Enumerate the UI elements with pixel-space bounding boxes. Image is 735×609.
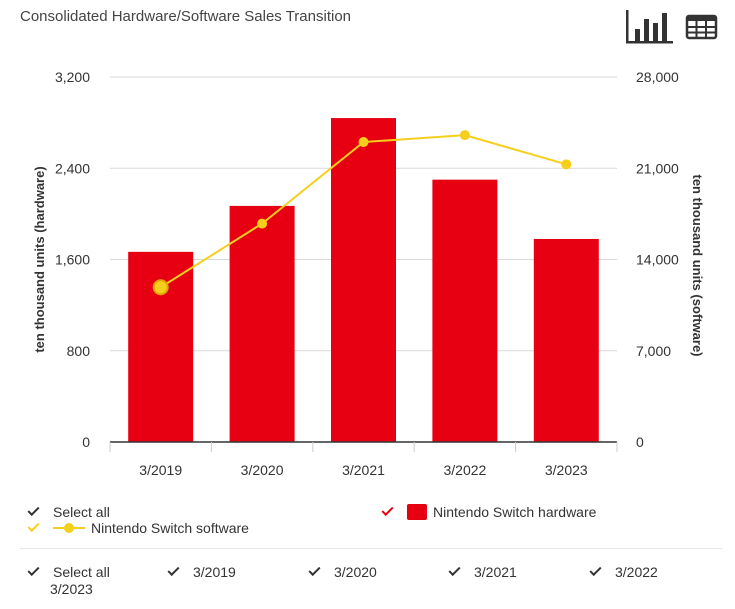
line-marker-icon <box>53 521 85 535</box>
chart-title: Consolidated Hardware/Software Sales Tra… <box>20 8 352 25</box>
filter-item-3-2021[interactable]: 3/2021 <box>448 563 517 580</box>
y2-tick-label: 21,000 <box>636 160 679 176</box>
filter-item-label: 3/2021 <box>474 564 517 580</box>
check-icon <box>27 563 40 577</box>
chart-view-button[interactable] <box>624 8 674 46</box>
filter-item-label: 3/2019 <box>193 564 236 580</box>
check-icon <box>27 503 40 517</box>
y2-tick-label: 14,000 <box>636 252 679 268</box>
bar-hardware <box>432 179 498 442</box>
check-icon <box>448 563 461 577</box>
filter-item-label: 3/2023 <box>50 581 93 597</box>
x-tick-label: 3/2020 <box>241 462 284 478</box>
bar-swatch-icon <box>407 504 427 520</box>
check-icon <box>167 563 180 577</box>
check-icon <box>308 563 321 577</box>
filter-item-label: 3/2020 <box>334 564 377 580</box>
legend-software-label: Nintendo Switch software <box>91 520 249 536</box>
point-software <box>561 159 572 170</box>
filter-item-3-2020[interactable]: 3/2020 <box>308 563 377 580</box>
point-software <box>459 130 470 141</box>
point-software <box>257 218 268 229</box>
check-icon <box>381 503 394 517</box>
bar-hardware <box>331 118 396 442</box>
legend-item-software[interactable]: Nintendo Switch software <box>27 519 249 536</box>
check-icon <box>589 563 602 577</box>
x-tick-label: 3/2023 <box>545 462 588 478</box>
y-tick-label: 1,600 <box>55 252 90 268</box>
y-tick-label: 800 <box>67 343 91 359</box>
bar-hardware <box>533 238 599 442</box>
y2-axis-title: ten thousand units (software) <box>690 175 705 357</box>
bar-hardware <box>229 205 295 442</box>
filter-select-all[interactable]: Select all <box>27 563 110 580</box>
y-tick-label: 3,200 <box>55 69 90 85</box>
legend-hardware-label: Nintendo Switch hardware <box>433 504 597 520</box>
x-tick-label: 3/2022 <box>443 462 486 478</box>
legend-select-all[interactable]: Select all <box>27 503 110 520</box>
filter-item-3-2023[interactable]: 3/2023 <box>50 581 93 597</box>
filter-item-label: 3/2022 <box>615 564 658 580</box>
chart-plot: 0 800 1,600 2,400 3,200 0 7,000 14,000 21,000 28,… <box>32 69 705 478</box>
legend-item-hardware[interactable]: Nintendo Switch hardware <box>381 503 597 520</box>
point-software <box>152 279 169 296</box>
bar-chart-icon <box>626 10 673 44</box>
legend-select-all-label: Select all <box>53 504 110 520</box>
y2-tick-label: 28,000 <box>636 69 679 85</box>
filter-item-3-2022[interactable]: 3/2022 <box>589 563 658 580</box>
check-icon <box>27 519 40 533</box>
table-grid-icon <box>685 14 718 40</box>
y2-tick-label: 0 <box>636 434 644 450</box>
table-view-button[interactable] <box>684 8 720 46</box>
filter-item-3-2019[interactable]: 3/2019 <box>167 563 236 580</box>
x-tick-label: 3/2019 <box>139 462 182 478</box>
y2-tick-label: 7,000 <box>636 343 671 359</box>
y-tick-label: 0 <box>82 434 90 450</box>
filter-select-all-label: Select all <box>53 564 110 580</box>
x-tick-label: 3/2021 <box>342 462 385 478</box>
y-axis-title: ten thousand units (hardware) <box>32 166 47 352</box>
y-tick-label: 2,400 <box>55 160 90 176</box>
point-software <box>358 137 369 148</box>
legend-divider <box>20 548 722 549</box>
